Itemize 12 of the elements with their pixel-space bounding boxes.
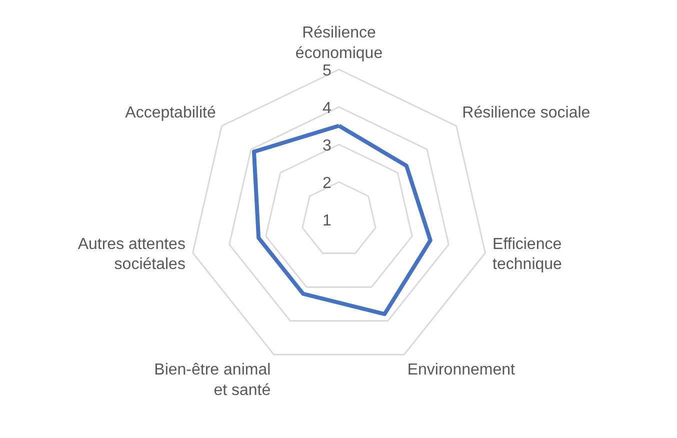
spoke-label: Efficience technique [492, 236, 562, 274]
y-tick-label: 1 [322, 212, 332, 230]
y-tick-label: 3 [322, 138, 332, 154]
y-tick-label: 5 [322, 62, 332, 80]
spoke-label: Résilience économique [295, 24, 383, 62]
spoke-label: Bien-être animal et santé [154, 361, 271, 399]
spoke-label: Résilience sociale [462, 104, 590, 122]
spoke-label: Environnement [407, 361, 516, 378]
spoke-label: Autres attentes sociétales [78, 236, 186, 274]
spoke-label: Acceptabilité [125, 104, 216, 122]
y-tick-label: 2 [322, 175, 332, 192]
y-tick-label: 4 [322, 100, 332, 117]
